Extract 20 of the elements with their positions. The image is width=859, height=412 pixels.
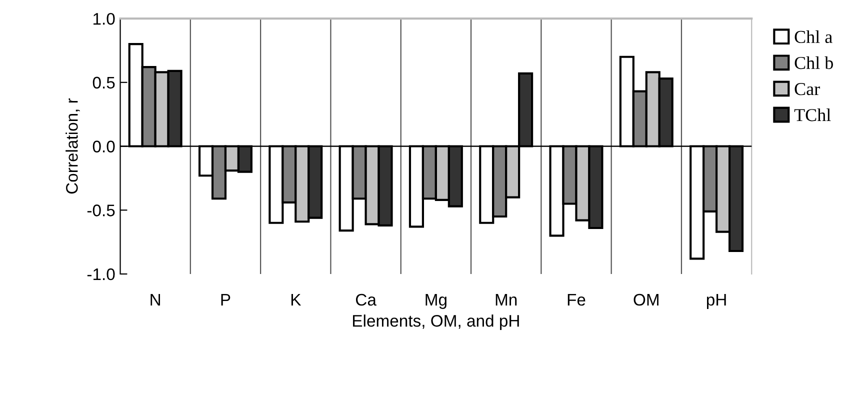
y-tick-label: 1.0 (94, 12, 115, 25)
y-tick-label: 0.5 (92, 76, 115, 89)
x-tick-label: P (221, 294, 230, 306)
y-tick-label: -1.0 (87, 268, 115, 280)
legend-label: Car (794, 83, 820, 96)
y-tick-label: -0.5 (87, 204, 115, 216)
legend-label: Chl b (794, 56, 833, 70)
x-tick-label: K (291, 294, 302, 306)
x-tick-label: N (150, 294, 160, 306)
x-tick-label: pH (706, 294, 726, 309)
x-tick-label: Fe (568, 294, 586, 306)
x-tick-label: OM (634, 294, 658, 306)
y-axis-title: Correlation, r (66, 98, 80, 194)
legend-label: TChl (794, 108, 831, 122)
x-tick-label: Mn (496, 294, 517, 306)
x-tick-label: Mg (426, 294, 446, 309)
legend-label: Chl a (794, 30, 832, 44)
x-axis-title: Elements, OM, and pH (353, 314, 519, 330)
y-tick-label: 0.0 (92, 140, 115, 152)
x-tick-label: Ca (356, 294, 376, 306)
